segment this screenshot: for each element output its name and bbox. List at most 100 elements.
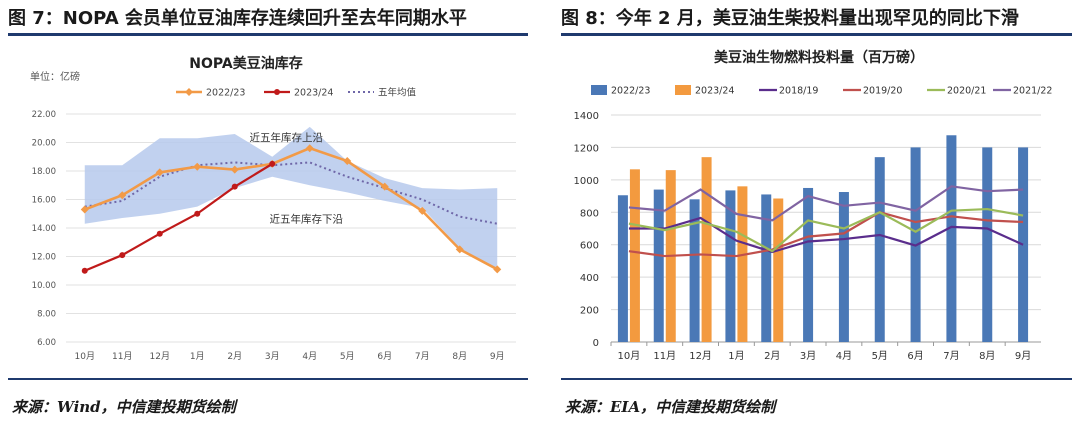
legend-label: 2021/22 xyxy=(1013,86,1052,97)
y-tick-label: 800 xyxy=(580,208,599,219)
y-tick-label: 6.00 xyxy=(37,338,56,348)
series-line-2022/23 xyxy=(84,146,498,271)
bar-2022/23 xyxy=(803,187,814,342)
right-title-rule xyxy=(561,33,1072,36)
x-tick-label: 12月 xyxy=(150,351,170,362)
y-tick-label: 8.00 xyxy=(37,310,56,320)
x-tick-label: 9月 xyxy=(1015,350,1031,362)
bar-2023/24 xyxy=(629,169,640,342)
legend-label: 2019/20 xyxy=(863,86,902,97)
series-line-2020/21 xyxy=(628,207,1024,253)
data-point xyxy=(80,205,89,214)
x-tick-label: 1月 xyxy=(728,350,744,362)
series-line-五年均值 xyxy=(84,161,498,225)
x-tick-label: 3月 xyxy=(800,350,816,362)
x-tick-label: 11月 xyxy=(112,351,132,362)
x-tick-label: 4月 xyxy=(302,351,317,362)
series-line-2021/22 xyxy=(628,185,1024,222)
data-point xyxy=(156,230,163,237)
x-tick-label: 5月 xyxy=(340,351,355,362)
bar-2022/23 xyxy=(946,135,957,342)
data-point xyxy=(194,210,201,217)
data-point xyxy=(493,265,502,274)
chart-title: 美豆油生物燃料投料量（百万磅） xyxy=(714,49,924,66)
series-line-2018/19 xyxy=(628,216,1024,254)
y-tick-label: 1400 xyxy=(574,111,599,122)
data-point xyxy=(380,182,389,191)
series-line-2019/20 xyxy=(628,211,1024,258)
bar-2022/23 xyxy=(617,195,628,342)
bar-2022/23 xyxy=(838,192,849,342)
x-tick-label: 8月 xyxy=(979,350,995,362)
data-point xyxy=(231,183,238,190)
band-upper-label: 近五年库存上沿 xyxy=(250,131,324,144)
legend-label: 2020/21 xyxy=(947,86,986,97)
bar-2022/23 xyxy=(725,190,736,342)
y-tick-label: 10.00 xyxy=(32,281,56,291)
unit-label: 单位：亿磅 xyxy=(30,70,80,83)
data-point xyxy=(418,206,427,215)
legend-label: 五年均值 xyxy=(378,87,417,99)
y-tick-label: 1200 xyxy=(574,143,599,154)
data-point xyxy=(305,144,314,153)
legend-marker xyxy=(185,88,193,96)
left-figure-title: 图 7：NOPA 会员单位豆油库存连续回升至去年同期水平 xyxy=(8,8,467,29)
y-tick-label: 0 xyxy=(593,338,599,349)
data-point xyxy=(455,245,464,254)
x-tick-label: 9月 xyxy=(490,351,505,362)
bar-2022/23 xyxy=(689,199,700,342)
right-source-note: 来源：EIA，中信建投期货绘制 xyxy=(565,398,776,416)
x-tick-label: 1月 xyxy=(190,351,205,362)
bar-2022/23 xyxy=(874,157,885,342)
data-point xyxy=(269,160,276,167)
x-tick-label: 2月 xyxy=(764,350,780,362)
biofuel-feedstock-chart: 美豆油生物燃料投料量（百万磅） 0 200 400 600 800 1000 1200 1400… xyxy=(574,49,1053,362)
bar-2022/23 xyxy=(653,189,664,342)
y-tick-label: 600 xyxy=(580,241,599,252)
left-source-note: 来源：Wind，中信建投期货绘制 xyxy=(12,398,236,416)
bar-2023/24 xyxy=(737,186,748,342)
legend-label: 2018/19 xyxy=(779,86,818,97)
data-point xyxy=(343,157,352,166)
left-title-rule xyxy=(8,33,528,36)
bar-2022/23 xyxy=(982,147,993,342)
x-tick-label: 6月 xyxy=(907,350,923,362)
legend-swatch xyxy=(675,85,691,95)
chart-title: NOPA美豆油库存 xyxy=(189,55,302,72)
x-tick-label: 4月 xyxy=(836,350,852,362)
y-tick-label: 18.00 xyxy=(32,167,56,177)
x-tick-label: 11月 xyxy=(653,350,676,362)
right-source-rule xyxy=(561,378,1072,380)
y-tick-label: 200 xyxy=(580,306,599,317)
y-tick-label: 16.00 xyxy=(32,196,56,206)
legend-swatch xyxy=(591,85,607,95)
bar-2022/23 xyxy=(761,194,772,342)
legend-label: 2023/24 xyxy=(695,86,734,97)
data-point xyxy=(230,165,239,174)
data-point xyxy=(155,168,164,177)
series-line-2023/24 xyxy=(84,162,273,272)
bar-2022/23 xyxy=(1018,147,1029,342)
x-tick-label: 2月 xyxy=(227,351,242,362)
y-tick-label: 22.00 xyxy=(32,110,56,120)
x-tick-label: 6月 xyxy=(377,351,392,362)
x-tick-label: 12月 xyxy=(689,350,712,362)
y-tick-label: 14.00 xyxy=(32,224,56,234)
bar-2023/24 xyxy=(701,157,712,342)
legend-marker xyxy=(274,89,280,95)
x-tick-label: 10月 xyxy=(75,351,95,362)
legend-label: 2023/24 xyxy=(294,88,333,99)
x-tick-label: 8月 xyxy=(452,351,467,362)
bar-2023/24 xyxy=(773,198,784,342)
y-tick-label: 400 xyxy=(580,273,599,284)
y-tick-label: 20.00 xyxy=(32,139,56,149)
band-lower-label: 近五年库存下沿 xyxy=(270,212,344,225)
y-tick-label: 12.00 xyxy=(32,253,56,263)
y-tick-label: 1000 xyxy=(574,176,599,187)
legend-label: 2022/23 xyxy=(206,88,245,99)
data-point xyxy=(193,162,202,171)
x-tick-label: 7月 xyxy=(415,351,430,362)
right-figure-title: 图 8：今年 2 月，美豆油生柴投料量出现罕见的同比下滑 xyxy=(561,8,1019,29)
legend-label: 2022/23 xyxy=(611,86,650,97)
